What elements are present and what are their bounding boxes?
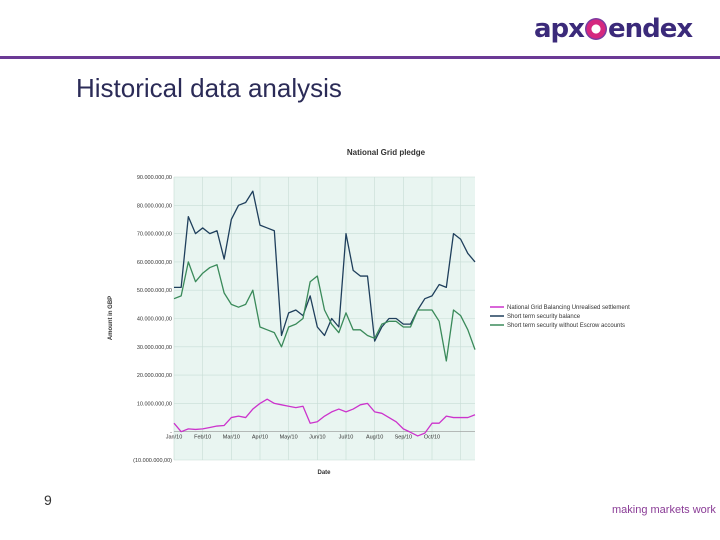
x-tick-label: Feb/10: [194, 435, 211, 441]
y-tick-label: 50.000.000,00: [137, 288, 172, 294]
y-tick-label: 30.000.000,00: [137, 345, 172, 351]
x-tick-label: Sep/10: [395, 435, 412, 441]
y-tick-label: 40.000.000,00: [137, 317, 172, 323]
x-tick-label: Oct/10: [424, 435, 440, 441]
legend-entry: Short term security without Escrow accou…: [507, 323, 625, 329]
apx-endex-logo: apx endex: [534, 14, 693, 44]
y-tick-label: 20.000.000,00: [137, 373, 172, 379]
series-line-3: [173, 261, 476, 362]
series-line-2: [174, 190, 476, 342]
series-line-1: [173, 398, 476, 437]
chart-title: National Grid pledge: [347, 148, 426, 157]
chart-legend: National Grid Balancing Unrealised settl…: [490, 305, 630, 329]
x-tick-label: Jan/10: [166, 435, 183, 441]
x-tick-label: Mar/10: [223, 435, 240, 441]
national-grid-pledge-chart: National Grid pledge (10.000.000,00) - 10.…: [108, 148, 630, 476]
x-axis-label: Date: [317, 470, 331, 476]
logo-text-left: apx: [534, 14, 585, 44]
logo-mark-icon: [584, 18, 607, 40]
y-tick-label: 60.000.000,00: [137, 260, 172, 266]
page-number: 9: [44, 492, 52, 508]
logo-text-right: endex: [607, 14, 693, 44]
x-axis-ticks: Jan/10 Feb/10 Mar/10 Apr/10 May/10 Jun/10 Jul/…: [166, 435, 440, 441]
tagline: making markets work: [612, 504, 716, 516]
y-tick-label: 80.000.000,00: [137, 203, 172, 209]
y-axis-label: Amount in GBP: [108, 296, 114, 340]
x-tick-label: Jul/10: [339, 435, 354, 441]
legend-entry: National Grid Balancing Unrealised settl…: [507, 305, 630, 311]
y-tick-label: -: [170, 430, 172, 436]
y-tick-label: 90.000.000,00: [137, 175, 172, 181]
x-tick-label: Aug/10: [366, 435, 383, 441]
series-lines: [173, 190, 476, 437]
x-tick-label: Apr/10: [252, 435, 268, 441]
gridlines: [173, 176, 475, 461]
legend-entry: Short term security balance: [507, 314, 581, 320]
header-divider: [0, 56, 720, 59]
y-axis-ticks: (10.000.000,00) - 10.000.000,00 20.000.000,…: [133, 175, 172, 464]
x-tick-label: May/10: [280, 435, 298, 441]
y-tick-label: 70.000.000,00: [137, 232, 172, 238]
slide-title: Historical data analysis: [76, 73, 342, 103]
x-tick-label: Jun/10: [309, 435, 326, 441]
y-tick-label: (10.000.000,00): [133, 458, 172, 464]
y-tick-label: 10.000.000,00: [137, 401, 172, 407]
